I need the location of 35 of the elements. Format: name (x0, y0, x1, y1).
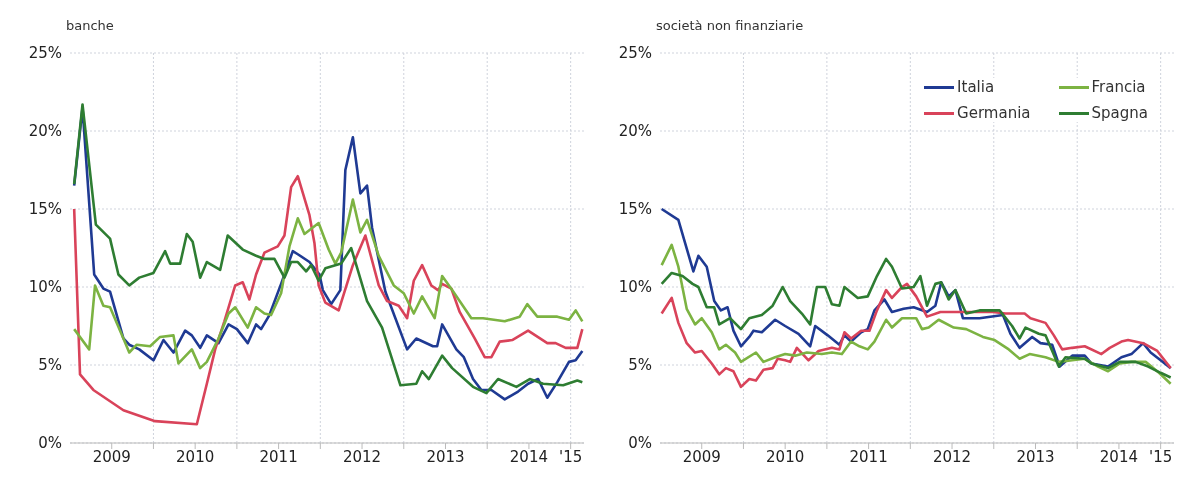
line-series (72, 198, 584, 370)
x-tick-label: '15 (559, 447, 583, 466)
x-tick-label: 2014 (1099, 447, 1139, 466)
chart-title: banche (66, 18, 114, 33)
y-tick-label: 10% (618, 278, 652, 297)
y-tick-label: 5% (628, 356, 652, 375)
y-tick-label: 20% (28, 122, 62, 141)
x-tick-label: 2013 (1016, 447, 1055, 466)
y-tick-label: 5% (38, 356, 62, 375)
x-tick-label: 2010 (766, 447, 805, 466)
legend-label: Italia (957, 78, 995, 96)
x-tick-label: 2011 (849, 447, 888, 466)
legend-label: Spagna (1091, 104, 1148, 122)
y-tick-label: 25% (618, 44, 652, 63)
x-tick-label: 2014 (509, 447, 549, 466)
y-tick-label: 15% (618, 200, 652, 219)
x-tick-label: 2009 (682, 447, 721, 466)
y-tick-label: 10% (28, 278, 62, 297)
x-tick-label: 2012 (932, 447, 972, 466)
x-tick-label: 2009 (92, 447, 131, 466)
legend-label: Francia (1091, 78, 1146, 96)
chart-title: società non finanziarie (656, 18, 804, 33)
x-tick-label: '15 (1149, 447, 1173, 466)
y-tick-label: 0% (38, 434, 62, 453)
y-tick-label: 20% (618, 122, 652, 141)
y-tick-label: 25% (28, 44, 62, 63)
x-tick-label: 2013 (426, 447, 465, 466)
y-tick-label: 0% (628, 434, 652, 453)
x-tick-label: 2010 (176, 447, 215, 466)
x-tick-label: 2012 (342, 447, 382, 466)
line-series (660, 282, 1172, 389)
legend-label: Germania (957, 104, 1031, 122)
line-series (72, 174, 584, 426)
y-tick-label: 15% (28, 200, 62, 219)
x-tick-label: 2011 (259, 447, 298, 466)
